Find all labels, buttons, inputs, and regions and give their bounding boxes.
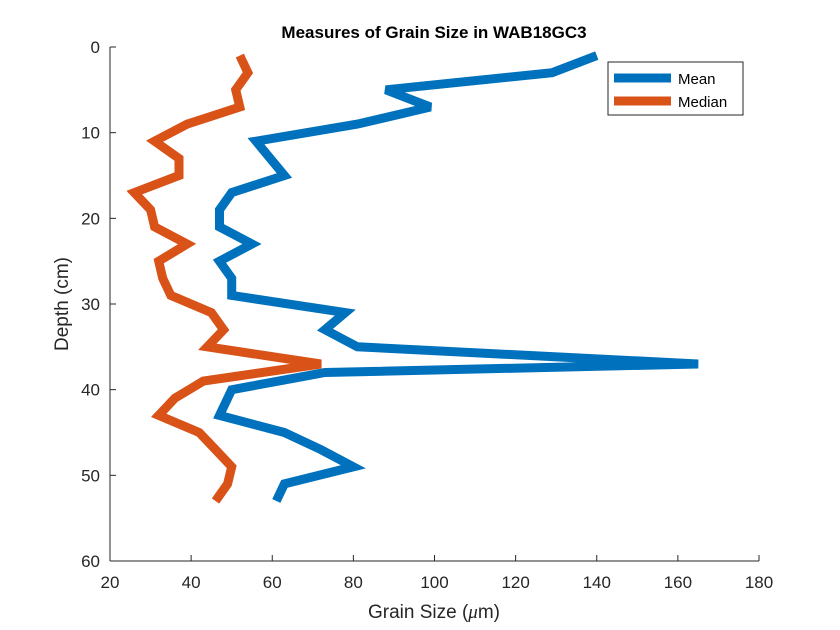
- plot-area: [110, 47, 759, 561]
- y-tick-label: 40: [81, 381, 100, 400]
- x-tick-label: 120: [501, 573, 529, 592]
- series-layer: [126, 51, 699, 504]
- x-tick-label: 40: [182, 573, 201, 592]
- x-tick-label: 180: [745, 573, 773, 592]
- y-tick-label: 0: [91, 38, 100, 57]
- y-tick-label: 60: [81, 552, 100, 571]
- legend-label-mean: Mean: [678, 71, 716, 88]
- x-tick-label: 60: [263, 573, 282, 592]
- series-line-median: [126, 53, 322, 504]
- x-axis-label-suffix: m): [478, 602, 500, 623]
- legend-label-median: Median: [678, 94, 727, 111]
- x-tick-label: 140: [583, 573, 611, 592]
- legend-box: [607, 61, 744, 116]
- x-tick-label: 160: [664, 573, 692, 592]
- x-tick-label: 80: [344, 573, 363, 592]
- x-axis-label-mu: μ: [467, 602, 478, 623]
- y-tick-label: 20: [81, 209, 100, 228]
- y-tick-label: 50: [81, 466, 100, 485]
- chart-title: Measures of Grain Size in WAB18GC3: [281, 23, 586, 42]
- x-tick-label: 20: [101, 573, 120, 592]
- series-line-mean: [212, 51, 699, 503]
- x-axis-label: Grain Size (μm): [368, 602, 500, 623]
- y-axis-label: Depth (cm): [52, 257, 73, 351]
- y-tick-label: 10: [81, 124, 100, 143]
- x-tick-label: 100: [420, 573, 448, 592]
- y-tick-label: 30: [81, 295, 100, 314]
- x-axis-label-prefix: Grain Size (: [368, 602, 469, 623]
- legend: Mean Median: [607, 61, 744, 116]
- tick-layer: 20 40 60 80 100 120 140 160 180 0 10 20 30 40 50 60: [81, 38, 773, 592]
